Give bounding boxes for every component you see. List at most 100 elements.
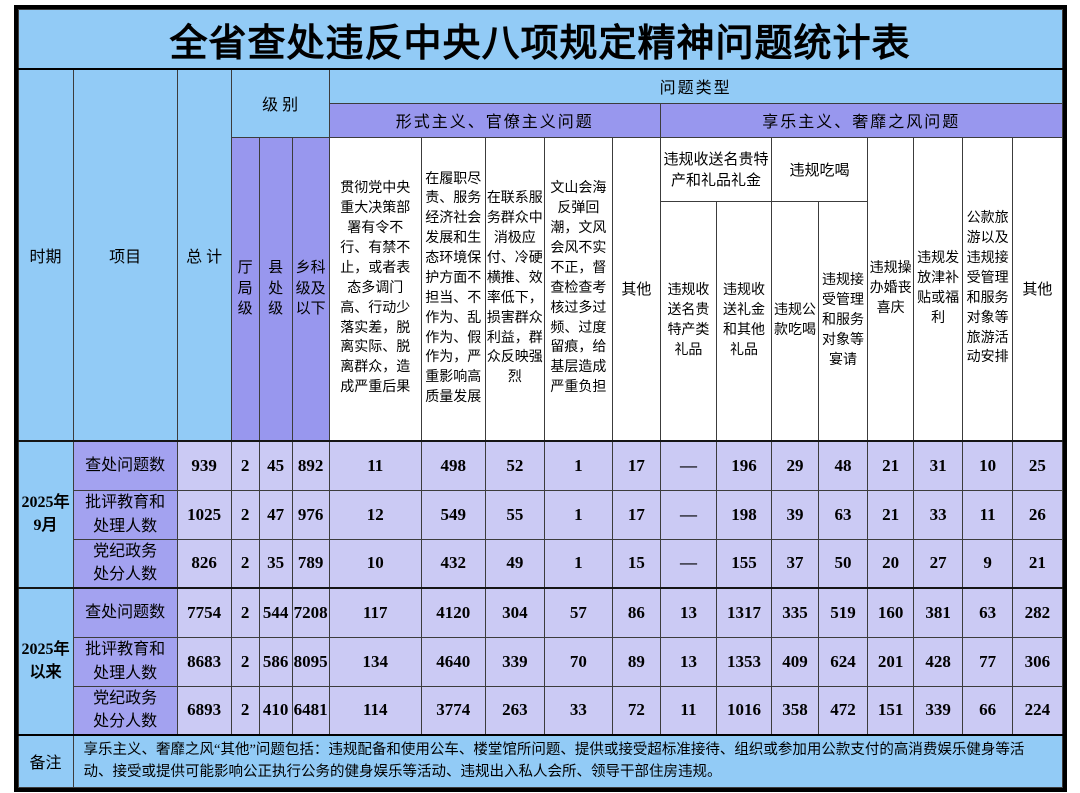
data-cell: 17 — [611, 440, 661, 491]
header-gift-group: 违规收送名贵特产和礼品礼金 — [659, 136, 773, 202]
statistics-sheet: 全省查处违反中央八项规定精神问题统计表 时期 项目 总 计 级 别 问题类型 形… — [13, 5, 1067, 792]
data-cell: 7208 — [291, 587, 330, 638]
header-gift-col-1: 违规收送名贵特产类礼品 — [659, 200, 717, 442]
header-hedonism-col-other: 其他 — [1012, 136, 1063, 442]
data-cell: 7754 — [176, 587, 232, 638]
data-cell: 39 — [770, 489, 820, 540]
data-cell: 15 — [611, 538, 661, 589]
data-cell: 48 — [818, 440, 869, 491]
data-cell: 410 — [258, 685, 293, 736]
statistics-table: 全省查处违反中央八项规定精神问题统计表 时期 项目 总 计 级 别 问题类型 形… — [17, 9, 1063, 788]
data-cell: 49 — [484, 538, 545, 589]
data-cell: 37 — [770, 538, 820, 589]
data-cell: 892 — [291, 440, 330, 491]
data-cell: 339 — [913, 685, 964, 736]
data-cell: 13 — [659, 636, 717, 687]
data-cell: 21 — [867, 440, 915, 491]
data-cell: 12 — [328, 489, 422, 540]
data-cell: — — [659, 489, 717, 540]
header-travel-col: 公款旅游以及违规接受管理和服务对象等旅游活动安排 — [962, 136, 1014, 442]
data-cell: 155 — [715, 538, 773, 589]
data-cell: 52 — [484, 440, 545, 491]
header-hedonism-group: 享乐主义、奢靡之风问题 — [659, 102, 1063, 138]
header-problem-type: 问题类型 — [328, 68, 1063, 104]
data-cell: 31 — [913, 440, 964, 491]
data-cell: 224 — [1012, 685, 1063, 736]
header-level-xiangke: 乡科级及以下 — [291, 136, 330, 442]
data-cell: 432 — [420, 538, 486, 589]
header-dining-group: 违规吃喝 — [770, 136, 869, 202]
row-label: 批评教育和 处理人数 — [72, 636, 178, 687]
data-cell: 17 — [611, 489, 661, 540]
data-cell: — — [659, 440, 717, 491]
data-cell: 549 — [420, 489, 486, 540]
data-cell: 1 — [543, 489, 613, 540]
data-cell: 2 — [230, 440, 260, 491]
data-cell: 160 — [867, 587, 915, 638]
data-cell: 11 — [659, 685, 717, 736]
note-label: 备注 — [17, 733, 74, 788]
data-cell: 282 — [1012, 587, 1063, 638]
header-period: 时期 — [17, 68, 74, 442]
header-allowance-col: 违规发放津补贴或福利 — [913, 136, 964, 442]
data-cell: 35 — [258, 538, 293, 589]
data-cell: 89 — [611, 636, 661, 687]
row-label: 批评教育和 处理人数 — [72, 489, 178, 540]
data-cell: 358 — [770, 685, 820, 736]
header-level-group: 级 别 — [230, 68, 330, 138]
data-cell: 3774 — [420, 685, 486, 736]
data-cell: 6481 — [291, 685, 330, 736]
data-cell: 381 — [913, 587, 964, 638]
data-cell: 2 — [230, 685, 260, 736]
header-level-xianchu: 县处级 — [258, 136, 293, 442]
header-dining-col-2: 违规接受管理和服务对象等宴请 — [818, 200, 869, 442]
header-formalism-col-3: 在联系服务群众中消极应付、冷硬横推、效率低下，损害群众利益，群众反映强烈 — [484, 136, 545, 442]
data-cell: 939 — [176, 440, 232, 491]
data-cell: 335 — [770, 587, 820, 638]
data-cell: 409 — [770, 636, 820, 687]
data-cell: 33 — [543, 685, 613, 736]
data-cell: 1025 — [176, 489, 232, 540]
data-cell: 47 — [258, 489, 293, 540]
data-cell: 66 — [962, 685, 1014, 736]
header-item: 项目 — [72, 68, 178, 442]
data-cell: 57 — [543, 587, 613, 638]
data-cell: 63 — [962, 587, 1014, 638]
data-cell: 1016 — [715, 685, 773, 736]
header-formalism-col-1: 贯彻党中央重大决策部署有令不行、有禁不止，或者表态多调门高、行动少落实差，脱离实… — [328, 136, 422, 442]
data-cell: — — [659, 538, 717, 589]
data-cell: 45 — [258, 440, 293, 491]
period-cell-since2025: 2025年 以来 — [17, 587, 74, 736]
data-cell: 624 — [818, 636, 869, 687]
data-cell: 586 — [258, 636, 293, 687]
data-cell: 4120 — [420, 587, 486, 638]
data-cell: 10 — [962, 440, 1014, 491]
row-label: 党纪政务 处分人数 — [72, 538, 178, 589]
data-cell: 6893 — [176, 685, 232, 736]
data-cell: 8683 — [176, 636, 232, 687]
data-cell: 263 — [484, 685, 545, 736]
data-cell: 10 — [328, 538, 422, 589]
header-formalism-col-4: 文山会海反弹回潮，文风会风不实不正，督查检查考核过多过频、过度留痕，给基层造成严… — [543, 136, 613, 442]
data-cell: 114 — [328, 685, 422, 736]
data-cell: 77 — [962, 636, 1014, 687]
data-cell: 11 — [962, 489, 1014, 540]
header-dining-col-1: 违规公款吃喝 — [770, 200, 820, 442]
data-cell: 304 — [484, 587, 545, 638]
data-cell: 1 — [543, 538, 613, 589]
data-cell: 519 — [818, 587, 869, 638]
data-cell: 25 — [1012, 440, 1063, 491]
row-label: 查处问题数 — [72, 440, 178, 491]
data-cell: 1 — [543, 440, 613, 491]
header-total: 总 计 — [176, 68, 232, 442]
data-cell: 21 — [1012, 538, 1063, 589]
data-cell: 2 — [230, 489, 260, 540]
data-cell: 70 — [543, 636, 613, 687]
note-text: 享乐主义、奢靡之风“其他”问题包括：违规配备和使用公车、楼堂馆所问题、提供或接受… — [72, 733, 1063, 788]
data-cell: 2 — [230, 538, 260, 589]
data-cell: 20 — [867, 538, 915, 589]
data-cell: 498 — [420, 440, 486, 491]
header-formalism-col-2: 在履职尽责、服务经济社会发展和生态环境保护方面不担当、不作为、乱作为、假作为，严… — [420, 136, 486, 442]
data-cell: 544 — [258, 587, 293, 638]
data-cell: 789 — [291, 538, 330, 589]
